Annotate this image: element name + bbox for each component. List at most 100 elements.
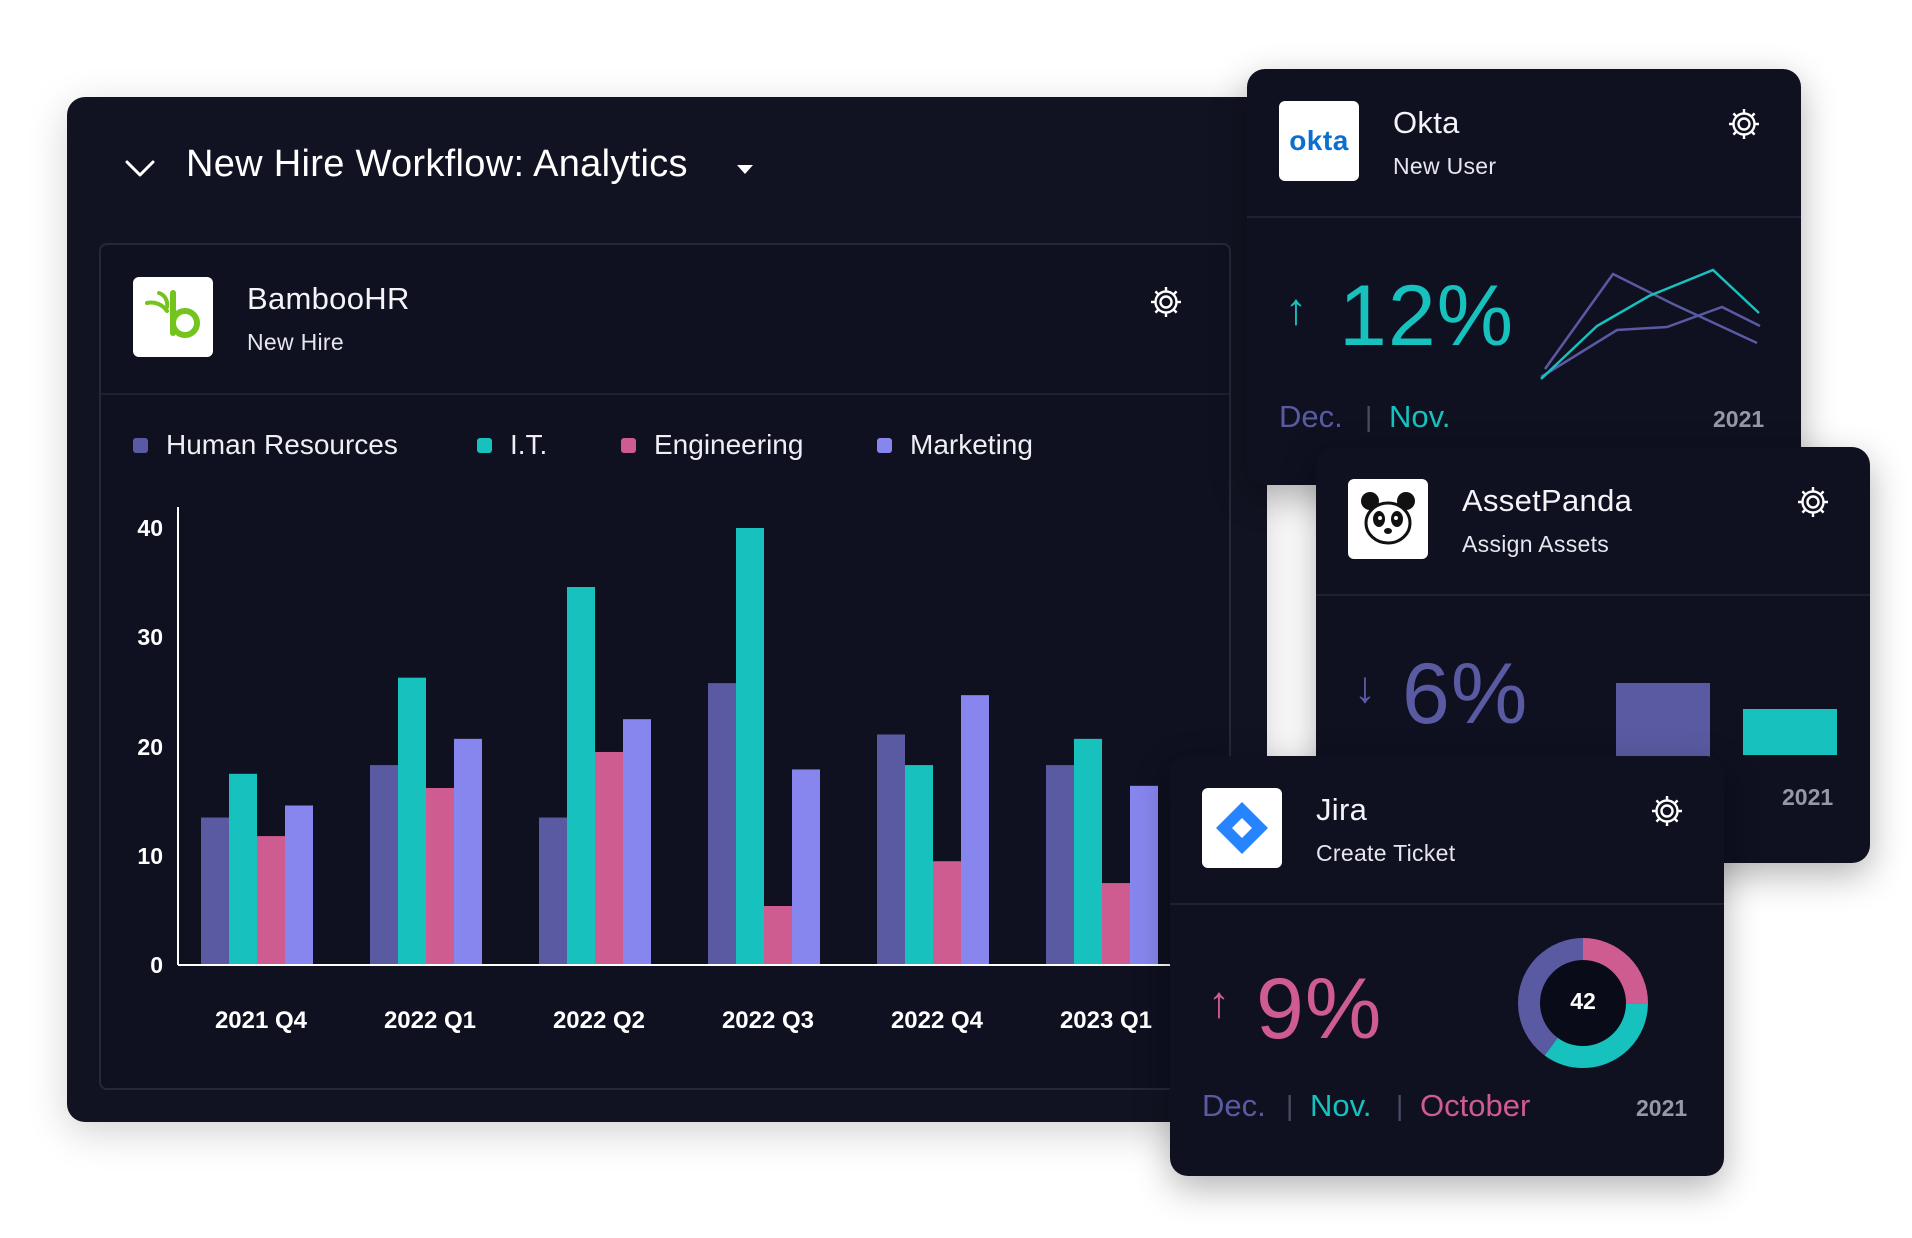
x-tick-label: 2022 Q1 [383, 1007, 477, 1034]
gear-icon[interactable] [1727, 107, 1761, 141]
legend-label: Human Resources [166, 429, 398, 460]
panda-logo-icon [1348, 479, 1428, 559]
assetpanda-year: 2021 [1782, 784, 1834, 810]
bamboohr-logo-icon [133, 277, 213, 357]
legend-swatch [621, 437, 636, 453]
bamboohr-title: BambooHR [247, 281, 410, 316]
jira-subtitle: Create Ticket [1316, 840, 1456, 866]
bar-engineering-2022-q2 [595, 751, 623, 965]
separator: | [1365, 401, 1373, 432]
bar-marketing-2022-q2 [623, 719, 651, 965]
bar-marketing-2022-q1 [454, 738, 482, 965]
gear-icon[interactable] [1149, 285, 1183, 319]
okta-logo-icon: okta [1279, 101, 1359, 181]
okta-title: Okta [1393, 105, 1460, 140]
bar-human-resources-2021-q4 [201, 817, 229, 965]
arrow-up-icon: ↑ [1208, 978, 1230, 1027]
y-tick-label: 0 [150, 952, 163, 978]
legend-item-engineering: Engineering [621, 429, 803, 461]
okta-line-chart [1540, 268, 1761, 380]
bar-marketing-2021-q4 [285, 805, 313, 965]
caret-down-icon[interactable] [735, 163, 755, 177]
legend-swatch [133, 437, 148, 453]
divider [101, 393, 1229, 395]
okta-card: okta Okta New User ↑ 12% Dec. | Nov. 202… [1247, 69, 1801, 485]
divider [1316, 594, 1870, 596]
x-tick-label: 2022 Q4 [890, 1007, 984, 1034]
jira-month-nov[interactable]: Nov. [1310, 1088, 1372, 1123]
legend-swatch [877, 437, 892, 453]
okta-year: 2021 [1713, 406, 1765, 432]
assetpanda-title: AssetPanda [1462, 483, 1633, 518]
bar-i-t-2022-q2 [567, 586, 595, 965]
x-tick-label: 2021 Q4 [214, 1007, 308, 1034]
x-tick-label: 2023 Q1 [1059, 1007, 1153, 1034]
line-series-dec [1540, 305, 1761, 379]
bar-chart [177, 507, 1229, 966]
separator: | [1396, 1090, 1404, 1121]
jira-logo-icon [1202, 788, 1282, 868]
bar-i-t-2021-q4 [229, 773, 257, 965]
y-tick-label: 40 [137, 515, 163, 541]
bar-engineering-2022-q1 [426, 788, 454, 965]
gear-icon[interactable] [1650, 794, 1684, 828]
bar-marketing-2022-q4 [961, 695, 989, 965]
series-nov-line [1540, 268, 1760, 380]
legend-swatch [477, 437, 492, 453]
bar-marketing-2022-q3 [792, 769, 820, 965]
bar-engineering-2023-q1 [1102, 883, 1130, 965]
bar-i-t-2023-q1 [1074, 738, 1102, 965]
gear-icon[interactable] [1796, 485, 1830, 519]
okta-month-dec[interactable]: Dec. [1279, 399, 1343, 434]
jira-title: Jira [1316, 792, 1368, 827]
legend-label: Marketing [910, 429, 1033, 460]
bar-i-t-2022-q3 [736, 528, 764, 965]
okta-month-nov[interactable]: Nov. [1389, 399, 1451, 434]
bamboohr-card: BambooHR New Hire Human Resources I.T. E… [99, 243, 1231, 1090]
bar-human-resources-2022-q2 [539, 817, 567, 965]
x-tick-label: 2022 Q2 [552, 1007, 646, 1034]
donut-center-label: 42 [1570, 988, 1596, 1014]
okta-subtitle: New User [1393, 153, 1497, 179]
bar-i-t-2022-q1 [398, 677, 426, 965]
bar-marketing-2023-q1 [1130, 785, 1158, 965]
okta-percent: 12% [1339, 268, 1515, 364]
divider [1170, 903, 1724, 905]
y-tick-label: 30 [137, 624, 163, 650]
assetpanda-subtitle: Assign Assets [1462, 531, 1610, 557]
okta-logo-text: okta [1289, 125, 1349, 156]
bar-human-resources-2022-q4 [877, 734, 905, 965]
legend-item-human-resources: Human Resources [133, 429, 398, 461]
jira-percent: 9% [1256, 961, 1383, 1057]
series-dec-line [1543, 272, 1758, 370]
chevron-down-icon[interactable] [124, 159, 156, 179]
bar-engineering-2022-q3 [764, 906, 792, 965]
donut-slice-nov [1518, 938, 1648, 1068]
analytics-panel: New Hire Workflow: Analytics BambooHR Ne… [67, 97, 1267, 1122]
arrow-up-icon: ↑ [1285, 285, 1307, 334]
jira-month-dec[interactable]: Dec. [1202, 1088, 1266, 1123]
arrow-down-icon: ↓ [1354, 663, 1376, 712]
bar-i-t-2022-q4 [905, 765, 933, 965]
y-tick-label: 10 [137, 843, 163, 869]
legend-item-marketing: Marketing [877, 429, 1033, 461]
y-tick-label: 20 [137, 734, 163, 760]
assetpanda-percent: 6% [1402, 646, 1529, 742]
bar-dec [1616, 683, 1710, 761]
bar-human-resources-2022-q3 [708, 683, 736, 965]
jira-donut-chart [1518, 938, 1648, 1068]
x-tick-label: 2022 Q3 [721, 1007, 815, 1034]
bar-engineering-2021-q4 [257, 836, 285, 965]
divider [1247, 216, 1801, 218]
legend-item-it: I.T. [477, 429, 547, 461]
legend-label: I.T. [510, 429, 548, 460]
jira-year: 2021 [1636, 1095, 1688, 1121]
legend-label: Engineering [654, 429, 804, 460]
bar-engineering-2022-q4 [933, 861, 961, 965]
separator: | [1286, 1090, 1294, 1121]
page-title: New Hire Workflow: Analytics [186, 143, 688, 185]
donut-slice-dec [1518, 938, 1648, 1068]
jira-month-october[interactable]: October [1420, 1088, 1531, 1123]
bar-nov [1743, 709, 1837, 755]
bar-human-resources-2023-q1 [1046, 765, 1074, 965]
